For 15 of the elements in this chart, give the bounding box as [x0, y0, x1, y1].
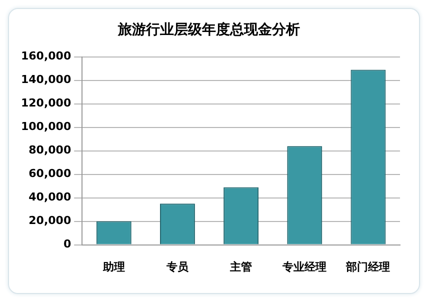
- x-tick-label: 专业经理: [282, 260, 327, 274]
- y-tick-label: 140,000: [20, 73, 72, 86]
- y-tick-label: 160,000: [20, 50, 72, 63]
- y-tick-label: 80,000: [28, 144, 72, 157]
- y-tick-label: 60,000: [28, 167, 72, 180]
- y-tick-label: 40,000: [28, 190, 72, 204]
- y-tick-label: 0: [63, 238, 72, 251]
- x-tick-label: 专员: [165, 260, 190, 274]
- chart-title: 旅游行业层级年度总现金分析: [117, 21, 300, 38]
- x-tick-label: 助理: [102, 260, 125, 274]
- x-tick-label: 主管: [229, 260, 252, 274]
- x-tick-label: 部门经理: [345, 260, 390, 274]
- y-tick-label: 20,000: [28, 214, 72, 228]
- y-tick-label: 120,000: [20, 96, 72, 110]
- y-tick-label: 100,000: [20, 120, 72, 134]
